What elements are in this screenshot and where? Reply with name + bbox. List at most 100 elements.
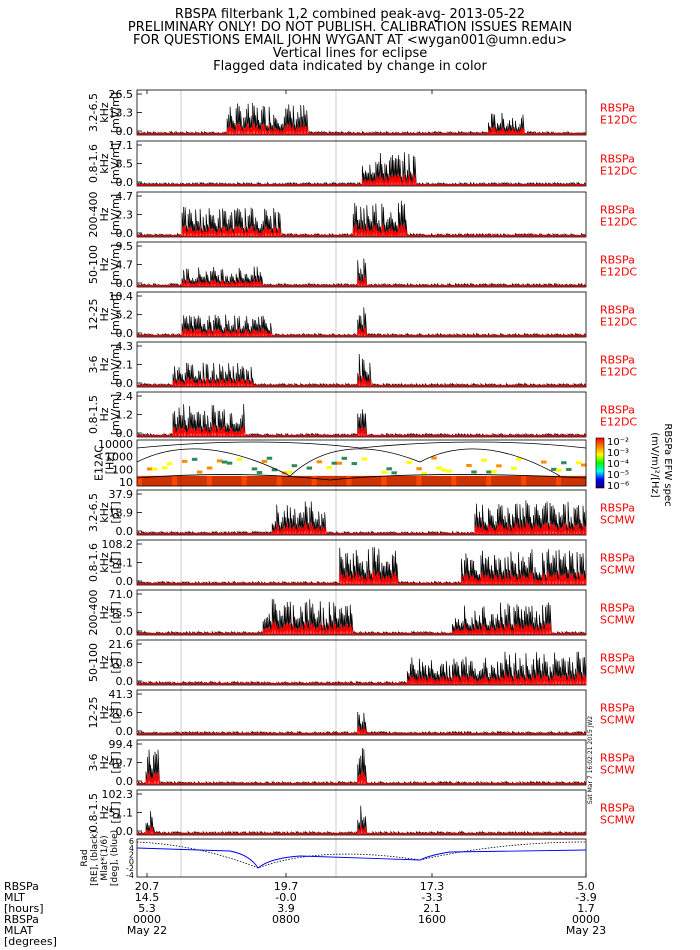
figure-title: RBSPA filterbank 1,2 combined peak-avg- … xyxy=(174,7,526,22)
y-tick-label: 0.0 xyxy=(116,427,134,440)
colorbar-label: (mV/m)²/[Hz] xyxy=(649,432,660,498)
spectrogram-cell xyxy=(361,457,367,461)
spectrogram-cell xyxy=(216,459,223,463)
spectrogram-cell xyxy=(441,468,447,472)
footer-value: -0.0 xyxy=(275,891,296,904)
instrument-label: SCMW xyxy=(600,564,635,577)
spectrogram-cell xyxy=(341,475,348,486)
panel-ylabel: 50-100 xyxy=(87,245,100,284)
radius-trace xyxy=(136,841,587,869)
spectrogram-cell xyxy=(166,475,173,486)
y-tick-label: 51.1 xyxy=(109,807,134,820)
panel-ylabel: [deg], (blue) xyxy=(110,830,120,886)
spectrogram-cell xyxy=(481,458,487,462)
spectrogram-cell xyxy=(166,462,173,466)
instrument-label: RBSPa xyxy=(600,702,635,715)
y-tick-label: 26.5 xyxy=(109,88,134,101)
panel-ylabel: [pT] xyxy=(109,801,122,823)
figure-header: RBSPA filterbank 1,2 combined peak-avg- … xyxy=(0,8,700,73)
instrument-label: RBSPa xyxy=(600,204,635,217)
spectrogram-cell xyxy=(321,475,328,486)
panel-ylabel: Rad xyxy=(80,849,90,866)
spectrogram-cell xyxy=(521,475,527,486)
instrument-label: SCMW xyxy=(600,814,635,827)
spectrogram-cell xyxy=(446,475,452,486)
peak-trace xyxy=(136,353,587,388)
colorbar-title: RBSPa EFW spec xyxy=(662,423,673,506)
colorbar-tick-label: 10⁻⁴ xyxy=(607,459,629,470)
y-tick-label: 4.3 xyxy=(116,340,134,353)
y-tick-label: 0.0 xyxy=(116,775,134,788)
panel-ylabel: Hz xyxy=(98,257,111,271)
spectrogram-cell xyxy=(441,475,447,486)
panel-ylabel: Hz xyxy=(98,407,111,421)
footer-row-label: [degrees] xyxy=(4,935,57,948)
y-tick-label: 0.0 xyxy=(116,825,134,838)
spectrogram-cell xyxy=(301,475,308,486)
panel-ylabel: E12AC xyxy=(93,445,106,481)
spectrogram-cell xyxy=(356,475,362,486)
spectrogram-cell xyxy=(421,475,427,486)
spectrogram xyxy=(136,441,587,486)
spectrogram-cell xyxy=(431,456,437,460)
y-tick-label: -2 xyxy=(126,864,134,873)
y-tick-label: 0.0 xyxy=(116,176,134,189)
spectrogram-cell xyxy=(196,470,203,474)
spectrogram-cell xyxy=(491,475,497,486)
spectrogram-cell xyxy=(256,475,263,486)
spectrogram-cell xyxy=(466,475,472,486)
panel-ylabel: Hz xyxy=(98,605,111,619)
panel-ylabel: 0.8-1.5 xyxy=(87,793,100,832)
footer-row-label: MLAT xyxy=(4,924,34,937)
spectrogram-cell xyxy=(516,475,522,486)
spectrogram-cell xyxy=(566,475,572,486)
y-tick-label: 49.7 xyxy=(109,757,134,770)
panel-ylabel: Mlat*(1/6) xyxy=(100,835,110,880)
spectrogram-cell xyxy=(466,463,472,467)
y-tick-label: 0.0 xyxy=(116,625,134,638)
spectrogram-cell xyxy=(536,475,542,486)
footer-value: 1.7 xyxy=(577,902,595,915)
panel-ylabel: Hz xyxy=(98,755,111,769)
spectrogram-cell xyxy=(476,475,482,486)
spectrogram-cell xyxy=(416,467,422,471)
spectrogram-cell xyxy=(336,475,343,486)
y-tick-label: 2.4 xyxy=(116,390,134,403)
timestamp-stamp: Sat Mar 7 16:02:21 2015 JW2 xyxy=(587,716,594,804)
panel-ylabel: 200-400 xyxy=(87,192,100,238)
spectrogram-cell xyxy=(411,475,417,486)
spectrogram-cell xyxy=(251,475,258,486)
spectrogram-cell xyxy=(191,457,198,461)
y-tick-label: 18.9 xyxy=(109,507,134,520)
spectrogram-cell xyxy=(236,457,243,461)
spectrogram-cell xyxy=(201,475,208,486)
spectrogram-cell xyxy=(546,475,552,486)
footer-value: 20.7 xyxy=(135,880,160,893)
footer-value: 0800 xyxy=(272,913,300,926)
panel-ylabel: 0.8-1.5 xyxy=(87,395,100,434)
spectrogram-cell xyxy=(381,475,387,486)
spectrogram-cell xyxy=(341,456,348,460)
y-tick-label: 4.7 xyxy=(116,259,134,272)
instrument-label: RBSPa xyxy=(600,304,635,317)
y-tick-label: 10.4 xyxy=(109,290,134,303)
spectrogram-cell xyxy=(276,475,283,486)
panel-frame xyxy=(136,140,587,187)
spectrogram-cell xyxy=(406,461,412,465)
instrument-label: SCMW xyxy=(600,614,635,627)
spectrogram-cell xyxy=(226,461,233,465)
panel-ylabel: Hz xyxy=(98,805,111,819)
panel-ylabel: [mV/m] xyxy=(109,143,122,184)
spectrogram-cell xyxy=(551,475,557,486)
footer-row-label: MLT xyxy=(4,891,25,904)
spectrogram-cell xyxy=(236,475,243,486)
panel-ylabel: 3-6 xyxy=(87,356,100,374)
panel-ylabel: kHz xyxy=(98,552,111,573)
spectrogram-cell xyxy=(156,475,163,486)
contact-line: FOR QUESTIONS EMAIL JOHN WYGANT AT <wyga… xyxy=(132,33,568,48)
footer-row-label: RBSPa xyxy=(4,913,39,926)
spectrogram-cell xyxy=(576,475,582,486)
spectrogram-cell xyxy=(316,475,323,486)
spectrogram-cell xyxy=(581,463,587,467)
spectrogram-cell xyxy=(486,475,492,486)
